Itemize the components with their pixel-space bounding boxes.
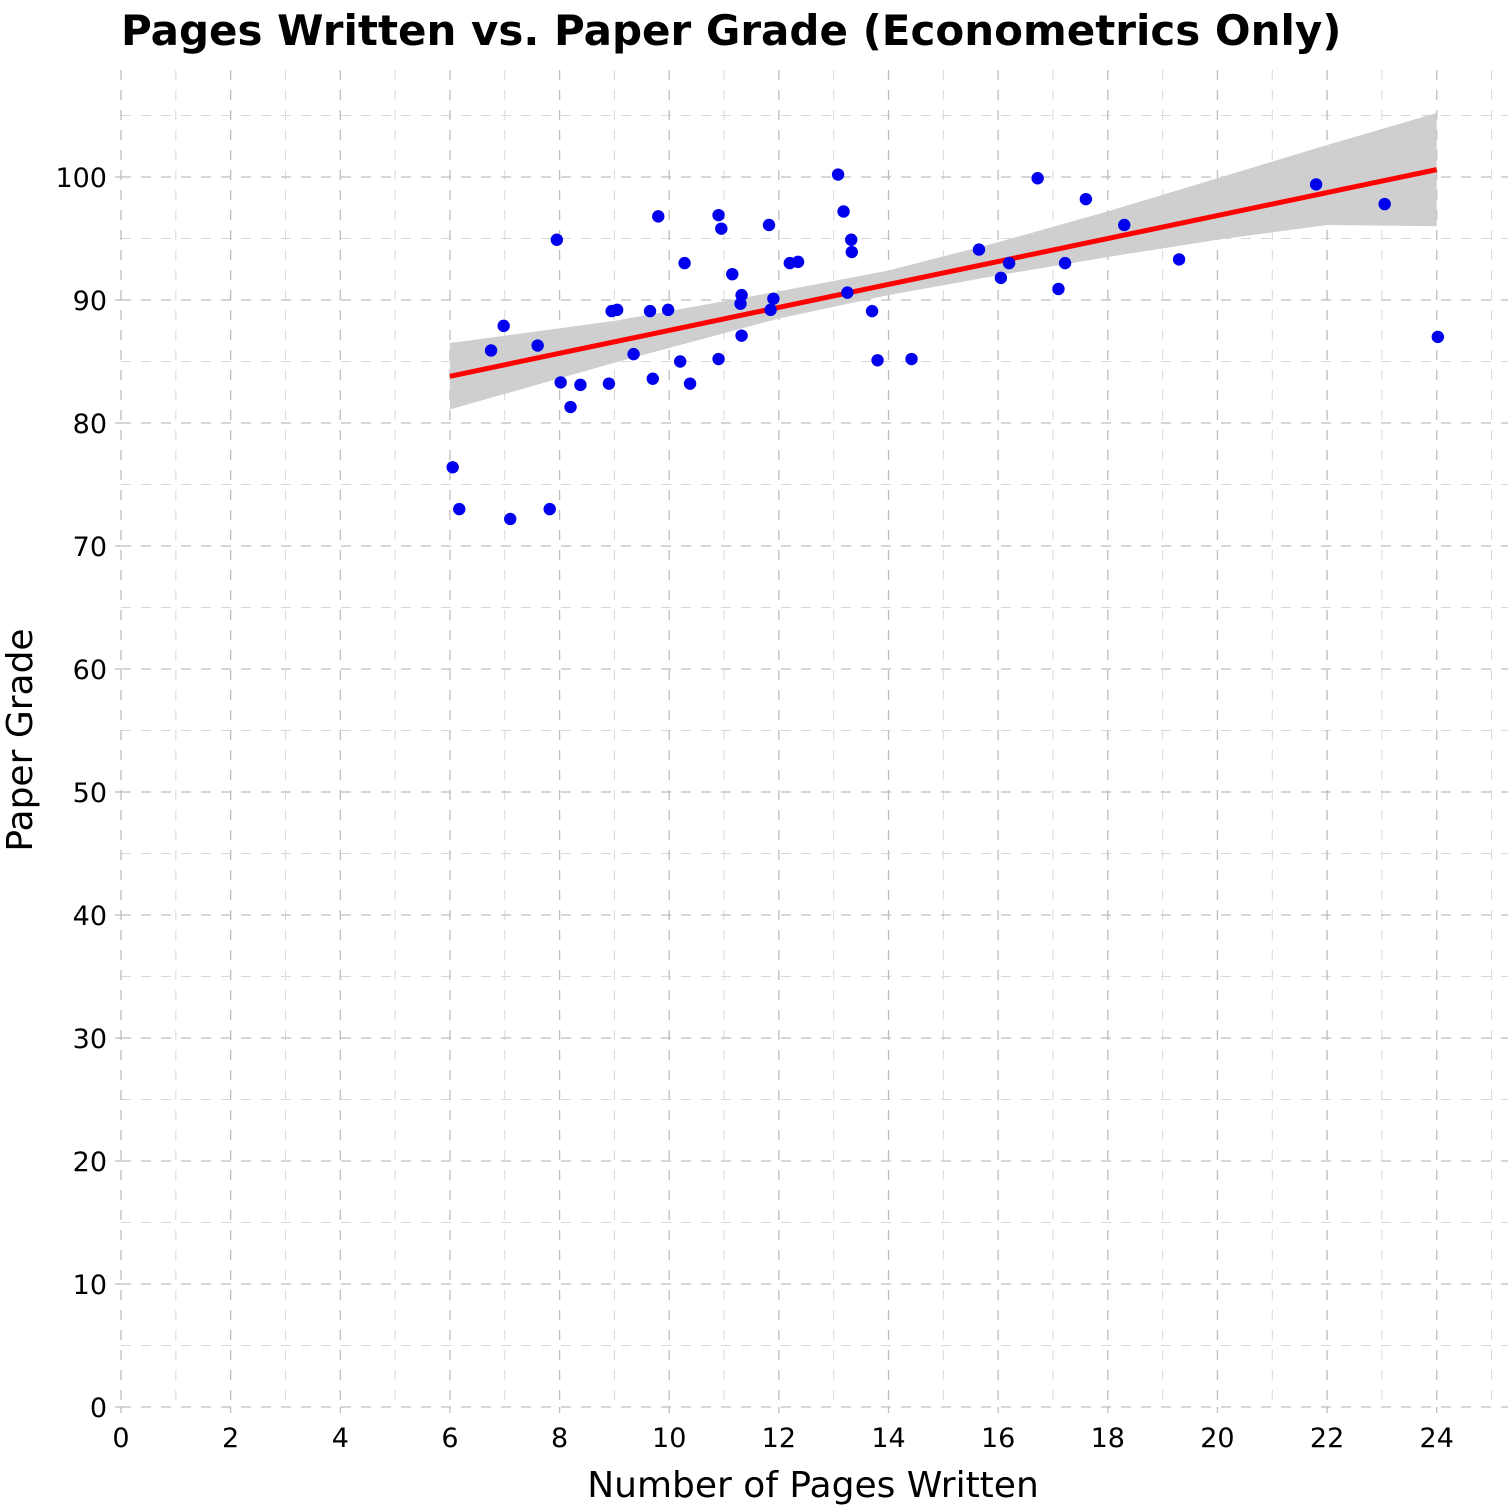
y-tick-label: 70 <box>73 532 107 563</box>
data-point <box>531 339 544 352</box>
y-tick-label: 80 <box>73 409 107 440</box>
y-tick-label: 60 <box>73 655 107 686</box>
data-point <box>1079 192 1093 206</box>
data-point <box>791 255 805 269</box>
x-tick-label: 12 <box>762 1423 796 1454</box>
y-tick-label: 40 <box>73 901 107 932</box>
grid <box>120 70 1508 1408</box>
data-point <box>1002 256 1016 270</box>
data-point <box>646 372 659 385</box>
data-point <box>735 329 748 342</box>
data-point <box>1309 178 1323 191</box>
y-axis-ticks: 0 10 20 30 40 50 60 70 80 90 100 <box>55 163 121 1424</box>
y-tick-label: 10 <box>73 1270 107 1301</box>
data-point <box>871 354 884 367</box>
data-point <box>673 355 687 368</box>
data-point <box>1378 197 1391 211</box>
y-tick-label: 20 <box>73 1147 107 1178</box>
data-point <box>1118 218 1131 232</box>
data-point <box>574 378 587 392</box>
data-point <box>543 502 556 516</box>
x-tick-label: 2 <box>222 1423 239 1454</box>
data-point <box>994 271 1008 285</box>
x-axis-label: Number of Pages Written <box>587 1465 1039 1506</box>
y-tick-label: 100 <box>55 163 107 194</box>
data-point <box>683 377 697 390</box>
y-axis-label: Paper Grade <box>0 628 41 851</box>
data-point <box>497 319 510 333</box>
data-point <box>762 218 776 232</box>
data-point <box>446 461 459 474</box>
data-point <box>865 304 879 318</box>
confidence-band-layer <box>449 113 1437 410</box>
data-point <box>602 377 616 390</box>
data-point <box>841 286 854 299</box>
data-point <box>550 233 564 246</box>
y-tick-label: 50 <box>73 778 107 809</box>
x-axis-ticks: 0 2 4 6 8 10 12 14 16 18 20 22 24 <box>112 1407 1454 1454</box>
confidence-band <box>449 113 1437 410</box>
data-point <box>564 400 577 414</box>
data-point <box>726 267 739 281</box>
data-point <box>1052 282 1065 296</box>
data-point <box>554 376 567 389</box>
x-tick-label: 24 <box>1420 1423 1454 1454</box>
x-tick-label: 4 <box>332 1423 349 1454</box>
y-tick-label: 90 <box>73 286 107 317</box>
data-point <box>764 303 777 317</box>
y-tick-label: 30 <box>73 1024 107 1055</box>
x-tick-label: 6 <box>441 1423 458 1454</box>
x-tick-label: 8 <box>551 1423 568 1454</box>
x-tick-label: 18 <box>1091 1423 1125 1454</box>
data-point <box>837 205 850 218</box>
x-tick-label: 0 <box>112 1423 129 1454</box>
data-point <box>610 303 624 317</box>
data-point <box>1058 256 1072 270</box>
data-point <box>767 292 780 305</box>
x-tick-label: 22 <box>1310 1423 1344 1454</box>
data-point <box>845 233 858 246</box>
data-point <box>453 502 466 516</box>
data-point <box>972 243 986 256</box>
fit-line <box>449 167 1438 379</box>
data-point <box>712 352 725 366</box>
data-point <box>715 222 728 235</box>
data-point <box>831 168 845 181</box>
points-layer <box>446 168 1445 526</box>
data-point <box>504 512 517 526</box>
data-point <box>1031 172 1044 185</box>
x-tick-label: 14 <box>871 1423 905 1454</box>
data-point <box>845 245 858 259</box>
data-point <box>661 303 675 317</box>
fit-line-layer <box>449 167 1438 379</box>
x-tick-label: 20 <box>1200 1423 1234 1454</box>
data-point <box>1172 253 1186 266</box>
x-tick-label: 10 <box>652 1423 686 1454</box>
chart-title: Pages Written vs. Paper Grade (Econometr… <box>121 6 1341 55</box>
data-point <box>643 304 657 318</box>
data-point <box>484 344 498 357</box>
x-tick-label: 16 <box>981 1423 1015 1454</box>
data-point <box>712 208 725 222</box>
data-point <box>627 347 640 361</box>
data-point <box>735 288 748 302</box>
data-point <box>905 352 918 366</box>
y-tick-label: 0 <box>90 1393 107 1424</box>
data-point <box>652 210 665 223</box>
data-point <box>1431 330 1445 344</box>
data-point <box>678 256 691 270</box>
